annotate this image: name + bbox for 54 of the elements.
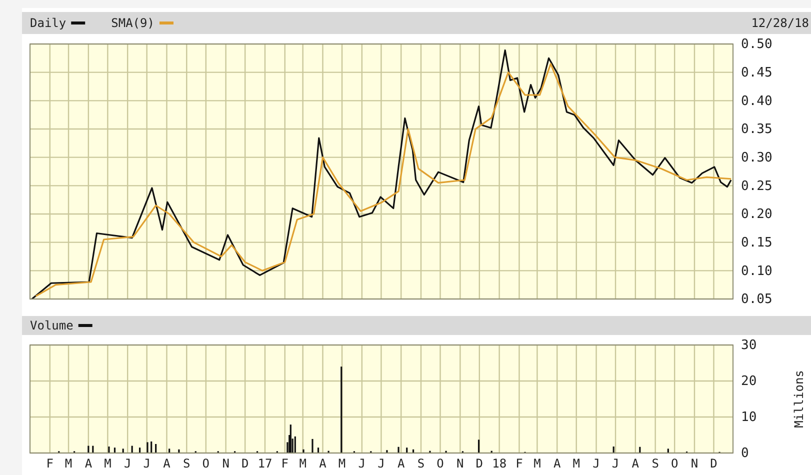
legend-label: SMA(9): [111, 16, 154, 30]
y-tick-label: 0.25: [741, 178, 772, 194]
y-tick-label: 10: [741, 410, 757, 426]
x-tick-label: A: [632, 456, 640, 471]
x-tick-label: M: [104, 456, 112, 471]
y-tick-label: 0.15: [741, 235, 772, 250]
x-tick-label: O: [436, 456, 444, 471]
x-tick-label: M: [534, 456, 541, 471]
x-tick-label: M: [299, 456, 306, 471]
x-tick-label: F: [281, 456, 288, 471]
x-tick-label: D: [710, 456, 718, 471]
y-tick-label: 0.35: [741, 122, 772, 138]
x-tick-label: N: [456, 456, 464, 471]
x-tick-label: 18: [492, 456, 507, 471]
x-tick-label: A: [397, 456, 406, 471]
x-tick-label: J: [143, 456, 150, 471]
y-tick-label: 0.30: [741, 150, 772, 166]
x-tick-label: M: [64, 456, 72, 471]
y-tick-label: 0.40: [741, 94, 772, 109]
x-tick-label: N: [690, 456, 698, 471]
x-tick-label: M: [338, 456, 346, 471]
y-tick-label: 0.10: [741, 264, 772, 279]
legend-label: Volume: [30, 318, 74, 332]
x-tick-label: D: [476, 456, 484, 471]
legend-label: Daily: [30, 16, 66, 30]
x-tick-label: S: [417, 456, 425, 471]
x-tick-label: F: [516, 456, 523, 471]
x-tick-label: D: [241, 456, 249, 471]
x-tick-label: F: [46, 456, 54, 471]
x-tick-label: A: [319, 456, 328, 471]
x-tick-label: 17: [258, 456, 272, 471]
y-axis-title: Millions: [792, 370, 806, 428]
y-tick-label: 30: [741, 338, 757, 354]
y-tick-label: 0: [741, 446, 749, 462]
x-tick-label: J: [592, 456, 600, 471]
x-tick-label: N: [222, 456, 230, 471]
x-tick-label: S: [183, 456, 190, 471]
x-tick-label: J: [124, 456, 132, 471]
y-tick-label: 0.20: [741, 207, 772, 222]
x-tick-label: O: [670, 456, 678, 471]
x-tick-label: A: [163, 456, 172, 471]
text: 12/28/18: [751, 16, 809, 30]
x-tick-label: J: [378, 456, 385, 471]
x-tick-label: O: [202, 456, 210, 471]
y-tick-label: 0.50: [741, 37, 772, 52]
y-tick-label: 20: [741, 374, 757, 390]
x-tick-label: J: [612, 456, 620, 471]
y-tick-label: 0.05: [741, 292, 772, 308]
x-tick-label: A: [553, 456, 562, 471]
x-tick-label: A: [84, 456, 93, 471]
x-tick-label: S: [652, 456, 659, 471]
y-tick-label: 0.45: [741, 65, 772, 80]
x-tick-label: J: [358, 456, 366, 471]
x-tick-label: M: [572, 456, 580, 471]
